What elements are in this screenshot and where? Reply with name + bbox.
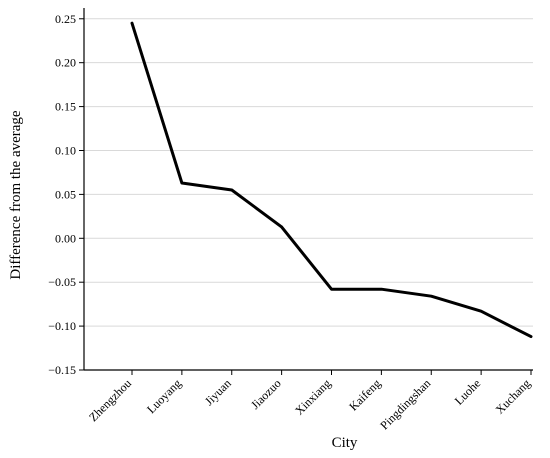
y-tick-label: 0.25: [55, 12, 76, 26]
y-axis-ticks: −0.15 −0.10 −0.05 0.00 0.05 0.10 0.15 0.20 0.25: [48, 12, 84, 377]
data-point: [180, 181, 184, 185]
y-tick-label: −0.05: [48, 275, 76, 289]
y-tick-label: 0.20: [55, 56, 76, 70]
series-layer: [130, 21, 533, 339]
data-point: [230, 188, 233, 192]
x-tick-label: Zhengzhou: [86, 376, 134, 424]
axes: [83, 8, 533, 371]
y-tick-label: 0.05: [55, 187, 76, 201]
data-point: [330, 288, 333, 291]
data-point: [479, 309, 483, 313]
y-tick-label: 0.10: [55, 143, 76, 157]
x-tick-label: Jiyuan: [202, 376, 234, 408]
y-axis-title: Difference from the average: [8, 110, 24, 280]
x-tick-label: Pingdingshan: [377, 376, 433, 432]
x-tick-label: Luoyang: [144, 376, 184, 416]
x-tick-label: Kaifeng: [346, 376, 383, 413]
y-tick-label: 0.00: [55, 231, 76, 245]
x-axis-ticks: Zhengzhou Luoyang Jiyuan Jiaozuo Xinxiang Kai…: [86, 370, 533, 432]
x-axis-title: City: [332, 435, 358, 451]
x-tick-label: Xinxiang: [292, 376, 333, 417]
y-tick-label: −0.15: [48, 363, 76, 377]
gridlines: [84, 18, 533, 327]
x-tick-label: Xuchang: [493, 376, 534, 417]
data-point: [529, 335, 533, 338]
data-point: [280, 225, 283, 229]
y-tick-label: −0.10: [48, 319, 76, 333]
data-point: [380, 288, 383, 291]
x-tick-label: Luohe: [452, 376, 484, 408]
data-point: [430, 295, 433, 298]
data-point: [130, 21, 134, 25]
y-tick-label: 0.15: [55, 100, 76, 114]
x-tick-label: Jiaozuo: [248, 376, 284, 412]
